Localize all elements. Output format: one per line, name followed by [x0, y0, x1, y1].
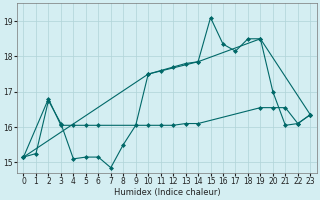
X-axis label: Humidex (Indice chaleur): Humidex (Indice chaleur): [114, 188, 220, 197]
